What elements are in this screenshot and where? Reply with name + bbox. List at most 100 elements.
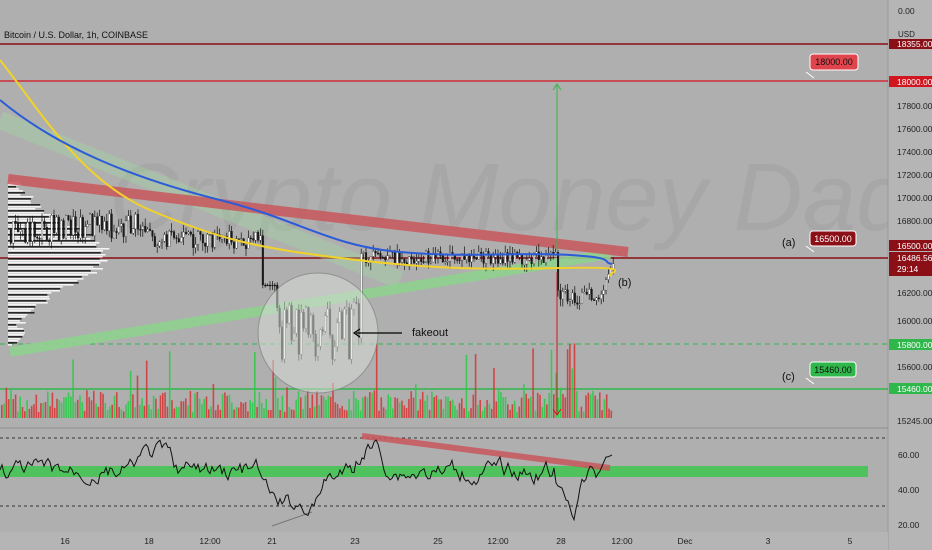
volume-bar bbox=[359, 410, 362, 418]
profile-bar bbox=[8, 288, 61, 290]
candle-body bbox=[593, 299, 596, 301]
profile-bar bbox=[8, 208, 36, 210]
volume-bar bbox=[281, 395, 284, 418]
volume-bar bbox=[332, 382, 334, 418]
tag-18000[interactable] bbox=[809, 53, 859, 71]
volume-bar bbox=[334, 402, 337, 418]
tag-16500[interactable] bbox=[809, 230, 857, 247]
candle-body bbox=[206, 234, 209, 247]
volume-bar bbox=[83, 410, 86, 418]
volume-bar bbox=[495, 401, 498, 418]
volume-bar bbox=[532, 348, 534, 418]
candle-body bbox=[521, 254, 524, 265]
price-tick: 16000.00 bbox=[897, 316, 932, 326]
candle-body bbox=[230, 231, 233, 243]
volume-bar bbox=[157, 408, 159, 418]
volume-bar bbox=[474, 353, 477, 418]
candle-body bbox=[492, 257, 495, 264]
price-tick: 16200.00 bbox=[897, 288, 932, 298]
candle-body bbox=[14, 221, 17, 224]
volume-bar bbox=[132, 394, 134, 418]
volume-bar bbox=[93, 390, 95, 418]
volume-bar bbox=[493, 368, 495, 418]
candle-body bbox=[93, 216, 96, 236]
candle-body bbox=[271, 284, 274, 287]
axis-label-15800: 15800.00 bbox=[897, 340, 932, 350]
candle-body bbox=[235, 238, 238, 249]
rsi-support-band[interactable] bbox=[0, 466, 868, 477]
profile-bar bbox=[8, 230, 74, 232]
volume-bar bbox=[49, 406, 51, 418]
volume-bar bbox=[520, 397, 523, 418]
volume-bar bbox=[543, 398, 546, 418]
candle-body bbox=[264, 284, 267, 287]
volume-bar bbox=[141, 398, 143, 418]
volume-bar bbox=[182, 401, 185, 418]
profile-bar bbox=[8, 212, 44, 214]
profile-bar bbox=[8, 274, 89, 276]
volume-bar bbox=[311, 394, 314, 418]
volume-bar bbox=[348, 399, 350, 418]
price-tick: 17400.00 bbox=[897, 147, 932, 157]
profile-bar bbox=[8, 206, 41, 208]
volume-bar bbox=[415, 384, 417, 418]
candle-body bbox=[9, 229, 12, 244]
profile-bar bbox=[8, 316, 26, 318]
time-axis-panel[interactable] bbox=[0, 532, 888, 550]
candle-body bbox=[117, 226, 120, 233]
symbol-title[interactable]: Bitcoin / U.S. Dollar, 1h, COINBASE bbox=[4, 30, 148, 40]
candle-body bbox=[600, 293, 603, 300]
candle-body bbox=[91, 213, 94, 236]
volume-bar bbox=[610, 410, 613, 418]
candle-body bbox=[101, 215, 104, 230]
candle-body bbox=[605, 279, 608, 291]
volume-bar bbox=[235, 407, 238, 418]
profile-bar bbox=[8, 214, 53, 216]
profile-bar bbox=[8, 266, 94, 268]
resistance-trendline[interactable] bbox=[7, 174, 629, 257]
profile-bar bbox=[8, 234, 92, 236]
candle-body bbox=[585, 291, 588, 295]
tag-15460[interactable] bbox=[809, 361, 857, 378]
volume-bar bbox=[479, 400, 481, 418]
volume-bar bbox=[320, 395, 323, 418]
profile-bar bbox=[8, 260, 108, 262]
candle-body bbox=[530, 257, 533, 264]
volume-bar bbox=[516, 411, 518, 418]
volume-bar bbox=[14, 394, 17, 418]
candle-body bbox=[540, 256, 543, 260]
volume-bar bbox=[306, 390, 309, 418]
volume-bar bbox=[504, 397, 507, 418]
candle-body bbox=[384, 257, 387, 261]
volume-bar bbox=[546, 404, 548, 418]
volume-bar bbox=[325, 399, 327, 418]
candle-body bbox=[86, 224, 89, 227]
profile-bar bbox=[8, 276, 82, 278]
volume-bar bbox=[76, 399, 79, 418]
candle-body bbox=[513, 252, 516, 263]
volume-bar bbox=[7, 399, 10, 418]
volume-bar bbox=[375, 343, 378, 418]
volume-bar bbox=[302, 409, 304, 418]
volume-bar bbox=[104, 402, 107, 418]
rsi-resistance-trendline[interactable] bbox=[361, 433, 611, 471]
volume-bar bbox=[451, 399, 454, 418]
candle-body bbox=[199, 231, 202, 235]
volume-bar bbox=[442, 408, 445, 418]
volume-bar bbox=[270, 410, 272, 418]
volume-bar bbox=[405, 408, 408, 418]
volume-bar bbox=[122, 411, 125, 418]
candle-body bbox=[182, 231, 185, 238]
volume-bar bbox=[51, 392, 54, 418]
volume-bar bbox=[357, 400, 360, 418]
volume-bar bbox=[571, 368, 573, 418]
volume-bar bbox=[472, 394, 475, 418]
volume-bar bbox=[283, 411, 286, 418]
candle-body bbox=[74, 216, 77, 233]
volume-bar bbox=[53, 407, 56, 418]
candle-body bbox=[537, 251, 540, 260]
profile-bar bbox=[8, 256, 103, 258]
volume-bar bbox=[5, 387, 8, 418]
time-label-21: 21 bbox=[267, 536, 277, 546]
